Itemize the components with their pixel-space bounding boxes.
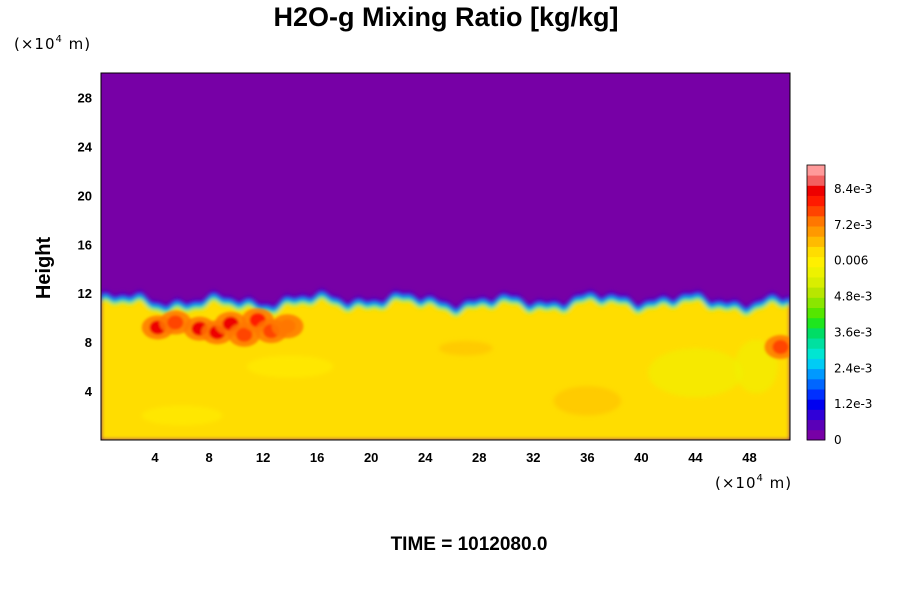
colorbar-swatch	[807, 256, 825, 268]
colorbar-tick-label: 4.8e-3	[834, 290, 872, 304]
y-tick-label: 8	[85, 335, 92, 350]
moist-core-8	[279, 319, 296, 334]
moist-cores	[141, 308, 790, 360]
colorbar-swatch	[807, 409, 825, 421]
y-tick-label: 28	[78, 90, 92, 105]
colorbar-swatch	[807, 389, 825, 400]
colorbar-tick-label: 7.2e-3	[834, 218, 872, 232]
x-tick-label: 8	[205, 450, 212, 465]
x-tick-label: 32	[526, 450, 540, 465]
y-axis-title: Height	[33, 237, 55, 300]
colorbar-swatch	[807, 297, 825, 308]
moisture-swirl-4	[438, 340, 493, 356]
y-tick-label: 24	[78, 139, 93, 154]
colorbar-swatch	[807, 338, 825, 349]
moisture-swirl-1	[648, 348, 743, 398]
colorbar-swatch	[807, 287, 825, 298]
time-label: TIME = 1012080.0	[391, 534, 548, 555]
colorbar-swatch	[807, 205, 825, 217]
moisture-swirls	[141, 339, 778, 426]
colorbar-swatch	[807, 277, 825, 288]
colorbar-swatch	[807, 165, 825, 176]
colorbar-swatch	[807, 185, 825, 196]
colorbar-swatch	[807, 307, 825, 319]
x-tick-label: 48	[742, 450, 756, 465]
moisture-swirl-2	[553, 386, 622, 416]
chart-title: H2O-g Mixing Ratio [kg/kg]	[273, 2, 618, 32]
colorbar-tick-label: 1.2e-3	[834, 397, 872, 411]
colorbar-tick-label: 2.4e-3	[834, 361, 872, 375]
colorbar-tick-label: 0	[834, 433, 842, 447]
x-tick-label: 12	[256, 450, 270, 465]
colorbar-swatch	[807, 226, 825, 237]
colorbar-tick-label: 3.6e-3	[834, 325, 872, 339]
colorbar-swatch	[807, 378, 825, 390]
y-unit-label: (×104 m)	[14, 34, 91, 53]
colorbar-labels: 0 1.2e-3 2.4e-3 3.6e-3 4.8e-3 0.006 7.2e-3 8.4e…	[834, 182, 872, 447]
x-unit-label: (×104 m)	[715, 473, 792, 492]
moisture-swirl-0	[246, 355, 334, 378]
colorbar-tick-label: 8.4e-3	[834, 182, 872, 196]
colorbar-swatch	[807, 317, 825, 329]
colorbar-tick-label: 0.006	[834, 254, 868, 268]
x-axis-ticks: 4 8 12 16 20 24 28 32 36 40 44 48	[151, 450, 756, 465]
moist-core-5	[236, 327, 253, 342]
colorbar-swatch	[807, 195, 825, 207]
colorbar-swatch	[807, 348, 825, 359]
colorbar-swatch	[807, 399, 825, 410]
y-tick-label: 16	[78, 237, 92, 252]
moist-core-9	[772, 340, 789, 355]
plot-area	[101, 73, 790, 440]
colorbar-swatch	[807, 246, 825, 258]
y-tick-label: 20	[78, 188, 92, 203]
x-tick-label: 4	[151, 450, 159, 465]
colorbar-swatch	[807, 327, 825, 339]
plot-frame	[100, 72, 791, 441]
colorbar-swatch	[807, 236, 825, 247]
colorbar	[806, 164, 826, 441]
colorbar-frame	[806, 164, 826, 441]
colorbar-swatch	[807, 175, 825, 186]
moisture-swirl-3	[141, 405, 223, 426]
colorbar-swatch	[807, 419, 825, 431]
x-tick-label: 16	[310, 450, 324, 465]
colorbar-swatch	[807, 215, 825, 227]
x-tick-label: 24	[418, 450, 433, 465]
moist-core-1	[167, 315, 184, 330]
x-tick-label: 28	[472, 450, 486, 465]
y-tick-label: 12	[78, 286, 92, 301]
y-axis-ticks: 4 8 12 16 20 24 28	[78, 90, 93, 399]
y-tick-label: 4	[85, 384, 93, 399]
colorbar-swatch	[807, 368, 825, 380]
colorbar-swatch	[807, 429, 825, 441]
x-tick-label: 20	[364, 450, 378, 465]
colorbar-swatch	[807, 266, 825, 278]
colorbar-swatch	[807, 358, 825, 370]
x-tick-label: 36	[580, 450, 594, 465]
x-tick-label: 40	[634, 450, 648, 465]
x-tick-label: 44	[688, 450, 703, 465]
